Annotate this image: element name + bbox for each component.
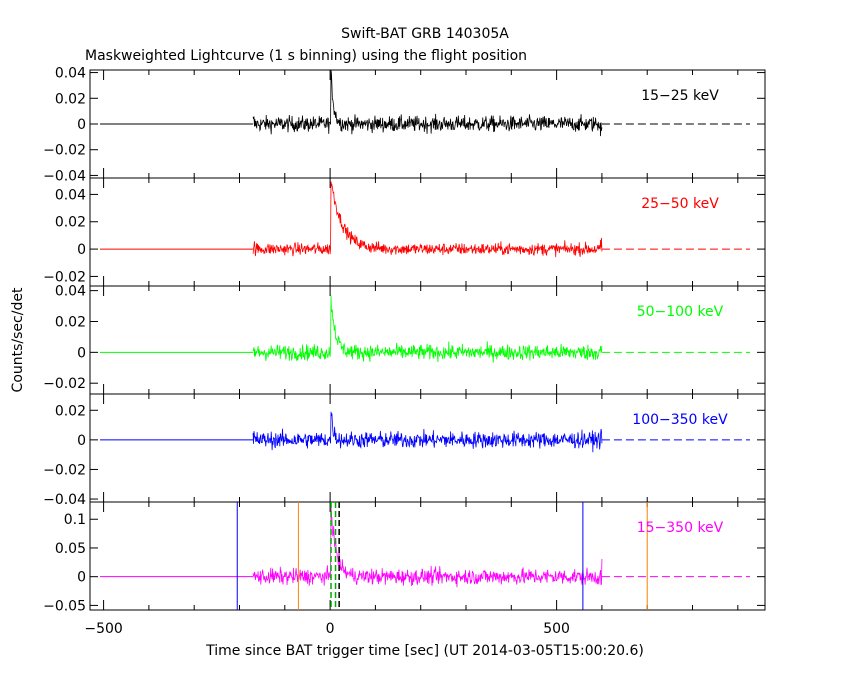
panel-label: 50−100 keV [637,304,724,320]
y-tick-label: 0 [77,570,86,586]
panels-group: 0.04 0.02 0 −0.02 −0.04 15−25 keV 0.04 0.02 0 −0.… [43,66,766,637]
panel-label: 15−25 keV [641,88,719,104]
panel-1: 0.04 0.02 0 −0.02 25−50 keV [43,177,766,287]
y-tick-label: 0.1 [64,512,86,528]
panel-frame [89,177,766,287]
y-tick-label: −0.04 [43,492,86,508]
panel-label: 100−350 keV [632,412,728,428]
y-tick-label: 0.04 [55,66,86,82]
y-tick-label: 0.04 [55,284,86,300]
y-tick-label: 0 [77,345,86,361]
panel-label: 25−50 keV [641,196,719,212]
y-tick-label: 0.02 [55,314,86,330]
series-line [252,411,603,453]
panel-2: 0.04 0.02 0 −0.02 50−100 keV [43,284,766,395]
y-tick-label: 0.05 [55,541,86,557]
y-tick-label: 0 [77,433,86,449]
y-tick-label: −0.05 [43,598,86,614]
panel-frame [89,285,766,395]
x-tick-label: 500 [543,621,570,637]
series-line [252,506,603,588]
y-tick-label: −0.02 [43,143,86,159]
series-line [252,181,603,258]
y-tick-label: −0.02 [43,462,86,478]
y-tick-label: 0.02 [55,91,86,107]
y-tick-label: −0.04 [43,168,86,184]
panel-label: 15−350 keV [637,520,724,536]
x-tick-label: −500 [84,621,122,637]
y-tick-label: 0.02 [55,215,86,231]
y-axis-label: Counts/sec/det [10,287,26,392]
y-tick-label: 0 [77,117,86,133]
x-axis-label: Time since BAT trigger time [sec] (UT 20… [205,643,644,659]
series-line [252,69,603,137]
panel-frame [89,393,766,503]
y-tick-label: 0.02 [55,403,86,419]
panel-0: 0.04 0.02 0 −0.02 −0.04 15−25 keV [43,66,766,184]
y-tick-label: −0.02 [43,376,86,392]
panel-frame [89,501,766,611]
chart-title: Swift-BAT GRB 140305A [341,26,509,42]
y-tick-label: −0.02 [43,269,86,285]
y-tick-label: 0 [77,242,86,258]
panel-3: 0.02 0 −0.02 −0.04 100−350 keV [43,393,766,508]
panel-4: 0.1 0.05 0 −0.05 15−350 keV [43,501,766,614]
y-tick-label: 0.04 [55,187,86,203]
chart-subtitle: Maskweighted Lightcurve (1 s binning) us… [85,48,527,64]
x-tick-label: 0 [326,621,335,637]
series-line [252,295,603,363]
